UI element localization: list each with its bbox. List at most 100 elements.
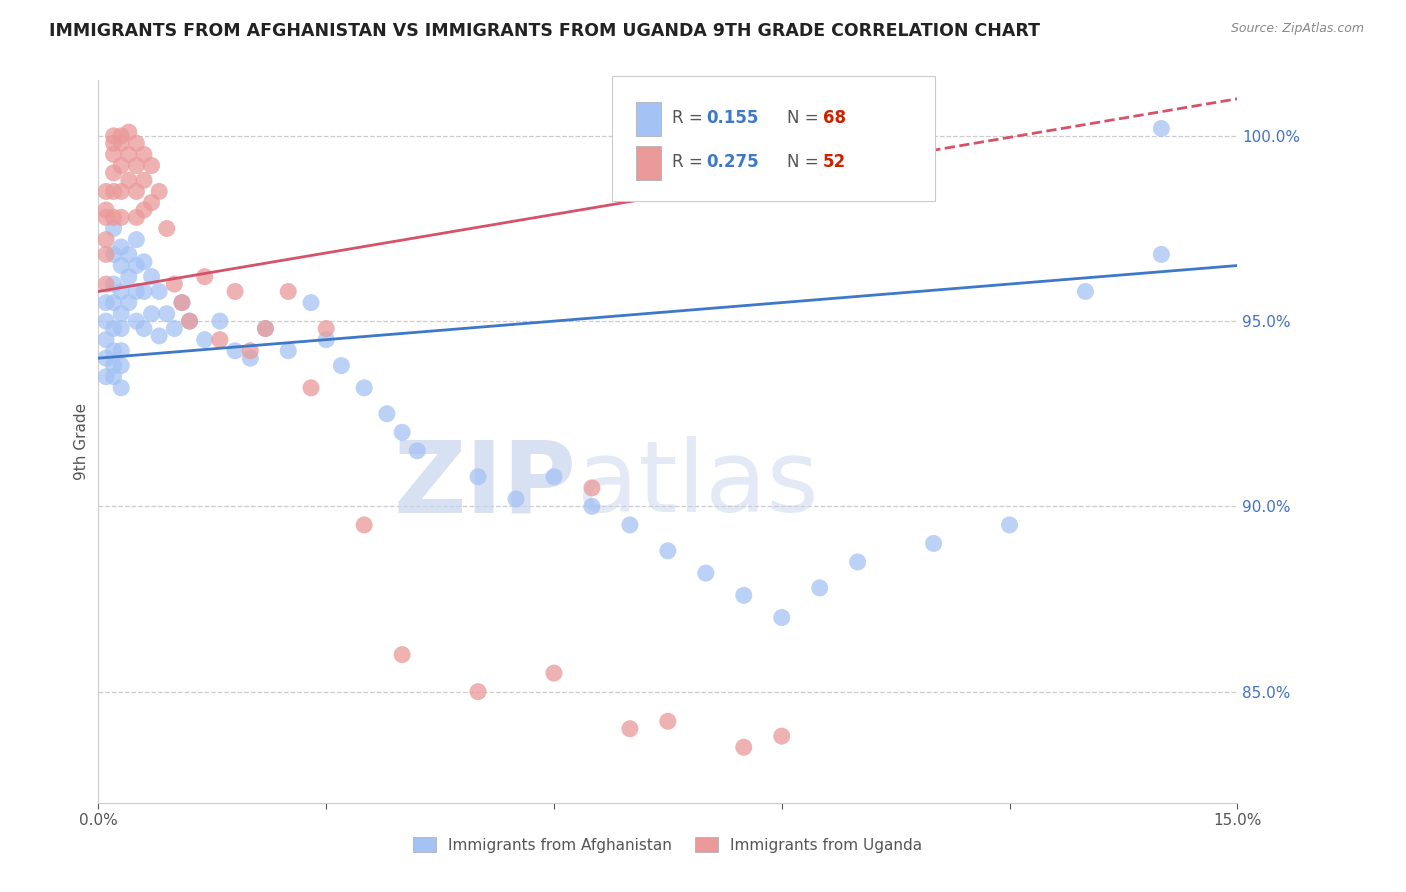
Text: 0.155: 0.155 [706, 109, 758, 127]
Point [103, 247, 125, 261]
Point [1074, 285, 1097, 299]
Y-axis label: 9th Grade: 9th Grade [75, 403, 89, 480]
Text: atlas: atlas [576, 436, 818, 533]
Point [103, 136, 125, 151]
Point [103, 277, 125, 291]
Point [733, 740, 755, 755]
Point [846, 555, 869, 569]
Point [103, 295, 125, 310]
Point [94, 233, 117, 247]
Point [132, 321, 155, 335]
Point [733, 588, 755, 602]
Point [110, 359, 132, 373]
Point [208, 314, 231, 328]
Point [94, 277, 117, 291]
Point [118, 269, 141, 284]
Text: 68: 68 [823, 109, 845, 127]
Point [141, 195, 163, 210]
Point [132, 285, 155, 299]
Point [125, 314, 148, 328]
Point [103, 166, 125, 180]
Point [657, 714, 679, 729]
Legend: Immigrants from Afghanistan, Immigrants from Uganda: Immigrants from Afghanistan, Immigrants … [405, 829, 931, 860]
Point [125, 233, 148, 247]
Point [94, 369, 117, 384]
Point [391, 425, 413, 440]
Point [179, 314, 201, 328]
Point [170, 295, 193, 310]
Point [110, 240, 132, 254]
Point [156, 221, 179, 235]
Point [118, 173, 141, 187]
Point [581, 481, 603, 495]
Point [179, 314, 201, 328]
Point [194, 269, 217, 284]
Point [695, 566, 717, 580]
Point [505, 491, 527, 506]
Point [163, 321, 186, 335]
Point [619, 722, 641, 736]
Point [467, 684, 489, 698]
Point [132, 255, 155, 269]
Point [277, 285, 299, 299]
Point [118, 147, 141, 161]
Point [94, 295, 117, 310]
Point [132, 202, 155, 217]
Point [770, 610, 793, 624]
Point [103, 343, 125, 358]
Point [543, 666, 565, 681]
Point [94, 314, 117, 328]
Point [299, 381, 322, 395]
Point [239, 343, 262, 358]
Point [125, 159, 148, 173]
Point [148, 185, 170, 199]
Point [277, 343, 299, 358]
Point [770, 729, 793, 743]
Point [543, 469, 565, 483]
Point [94, 185, 117, 199]
Point [110, 128, 132, 143]
Point [110, 159, 132, 173]
Point [194, 333, 217, 347]
Point [254, 321, 277, 335]
Point [391, 648, 413, 662]
Point [619, 517, 641, 532]
Point [315, 333, 337, 347]
Text: N =: N = [787, 109, 818, 127]
Point [163, 277, 186, 291]
Point [581, 500, 603, 514]
Text: 0.275: 0.275 [706, 153, 758, 171]
Point [110, 321, 132, 335]
Point [141, 269, 163, 284]
Point [156, 307, 179, 321]
Point [118, 247, 141, 261]
Text: 52: 52 [823, 153, 845, 171]
Point [118, 125, 141, 139]
Point [94, 333, 117, 347]
Point [118, 295, 141, 310]
Point [110, 136, 132, 151]
Point [224, 285, 246, 299]
Point [239, 351, 262, 366]
Point [103, 185, 125, 199]
Point [224, 343, 246, 358]
Point [125, 185, 148, 199]
Point [94, 247, 117, 261]
Point [125, 136, 148, 151]
Point [103, 221, 125, 235]
Point [132, 147, 155, 161]
Point [467, 469, 489, 483]
Text: N =: N = [787, 153, 818, 171]
Point [110, 259, 132, 273]
Point [125, 211, 148, 225]
Point [125, 259, 148, 273]
Text: ZIP: ZIP [394, 436, 576, 533]
Text: R =: R = [672, 153, 703, 171]
Point [315, 321, 337, 335]
Point [1150, 247, 1173, 261]
Text: Source: ZipAtlas.com: Source: ZipAtlas.com [1230, 22, 1364, 36]
Point [94, 211, 117, 225]
Point [103, 128, 125, 143]
Point [353, 517, 375, 532]
Point [110, 285, 132, 299]
